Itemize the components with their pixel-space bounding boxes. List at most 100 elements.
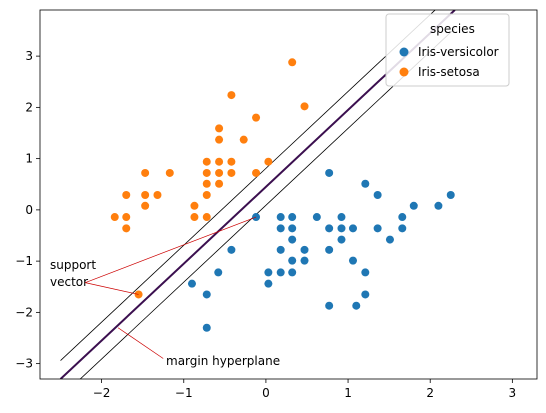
legend-label-setosa: Iris-setosa <box>418 65 480 79</box>
axes-frame <box>39 9 538 380</box>
legend: species Iris-versicolor Iris-setosa <box>385 13 510 87</box>
legend-title: species <box>430 22 475 36</box>
point-versicolor-38 <box>409 201 418 210</box>
support-arrow-1 <box>85 282 139 295</box>
point-setosa-23 <box>227 157 236 166</box>
point-versicolor-32 <box>361 290 370 299</box>
point-setosa-25 <box>239 135 248 144</box>
point-versicolor-10 <box>276 245 285 254</box>
point-versicolor-6 <box>264 268 273 277</box>
legend-marker-setosa <box>399 67 409 77</box>
point-setosa-26 <box>252 113 261 122</box>
point-setosa-30 <box>300 102 309 111</box>
plot-area: −2 −1 0 1 2 3 −3 −2 −1 0 1 2 3 <box>15 9 538 400</box>
point-versicolor-36 <box>398 213 407 222</box>
point-setosa-21 <box>215 179 224 188</box>
point-setosa-19 <box>215 157 224 166</box>
point-versicolor-13 <box>288 224 297 233</box>
point-versicolor-19 <box>312 213 321 222</box>
point-versicolor-23 <box>325 301 334 310</box>
point-setosa-9 <box>165 168 174 177</box>
y-tick-label-1: −2 <box>15 305 33 319</box>
y-tick-label-4: 1 <box>25 152 33 166</box>
point-versicolor-8 <box>276 213 285 222</box>
point-versicolor-12 <box>288 213 297 222</box>
point-versicolor-1 <box>202 290 211 299</box>
annotation-support-line2: vector <box>50 275 88 289</box>
point-setosa-10 <box>190 201 199 210</box>
x-tick-label-3: 1 <box>344 386 352 400</box>
point-versicolor-14 <box>288 235 297 244</box>
y-tick-label-2: −1 <box>15 254 33 268</box>
point-setosa-20 <box>215 168 224 177</box>
annotation-margin-hyperplane: margin hyperplane <box>166 354 280 368</box>
point-versicolor-15 <box>288 256 297 265</box>
point-setosa-29 <box>288 58 297 67</box>
point-setosa-5 <box>141 168 150 177</box>
point-setosa-18 <box>215 124 224 133</box>
point-setosa-15 <box>202 191 211 200</box>
y-tick-label-6: 3 <box>25 49 33 63</box>
point-versicolor-35 <box>385 235 394 244</box>
point-versicolor-40 <box>446 191 455 200</box>
point-setosa-6 <box>141 191 150 200</box>
point-versicolor-31 <box>361 268 370 277</box>
point-versicolor-28 <box>348 256 357 265</box>
point-versicolor-3 <box>214 268 223 277</box>
point-versicolor-0 <box>187 279 196 288</box>
point-setosa-16 <box>202 213 211 222</box>
point-versicolor-33 <box>373 191 382 200</box>
point-versicolor-11 <box>276 268 285 277</box>
point-versicolor-2 <box>202 323 211 332</box>
point-setosa-3 <box>122 191 131 200</box>
point-setosa-1 <box>122 213 131 222</box>
point-setosa-13 <box>202 168 211 177</box>
x-tick-label-4: 2 <box>426 386 434 400</box>
point-versicolor-18 <box>300 256 309 265</box>
point-versicolor-37 <box>398 224 407 233</box>
point-setosa-11 <box>190 213 199 222</box>
point-versicolor-9 <box>276 224 285 233</box>
point-versicolor-34 <box>373 224 382 233</box>
point-setosa-8 <box>153 191 162 200</box>
point-setosa-14 <box>202 179 211 188</box>
point-versicolor-21 <box>325 224 334 233</box>
point-setosa-2 <box>122 224 131 233</box>
legend-frame <box>385 13 510 87</box>
y-tick-label-5: 2 <box>25 100 33 114</box>
point-versicolor-27 <box>348 224 357 233</box>
point-versicolor-26 <box>337 235 346 244</box>
plot-inner <box>59 10 456 379</box>
point-versicolor-7 <box>264 279 273 288</box>
point-versicolor-30 <box>361 179 370 188</box>
margin-arrow <box>117 327 164 359</box>
annotation-support-line1: support <box>50 258 96 272</box>
point-versicolor-16 <box>288 268 297 277</box>
y-tick-label-3: 0 <box>25 203 33 217</box>
point-setosa-24 <box>227 168 236 177</box>
point-versicolor-29 <box>352 301 361 310</box>
point-versicolor-4 <box>227 245 236 254</box>
point-setosa-0 <box>110 213 119 222</box>
point-versicolor-25 <box>337 224 346 233</box>
point-versicolor-22 <box>325 245 334 254</box>
point-versicolor-24 <box>337 213 346 222</box>
point-setosa-12 <box>202 157 211 166</box>
x-tick-label-2: 0 <box>262 386 270 400</box>
point-setosa-17 <box>215 135 224 144</box>
legend-marker-versicolor <box>399 47 409 57</box>
x-tick-label-1: −1 <box>175 386 193 400</box>
margin-line-lower <box>79 28 456 379</box>
point-setosa-28 <box>264 157 273 166</box>
x-tick-label-0: −2 <box>93 386 111 400</box>
point-setosa-22 <box>227 91 236 100</box>
point-setosa-7 <box>141 201 150 210</box>
support-arrow-0 <box>85 216 257 283</box>
x-tick-label-5: 3 <box>509 386 517 400</box>
point-versicolor-39 <box>434 201 443 210</box>
point-versicolor-17 <box>300 245 309 254</box>
point-setosa-27 <box>252 168 261 177</box>
legend-label-versicolor: Iris-versicolor <box>418 45 499 59</box>
y-tick-label-0: −3 <box>15 357 33 371</box>
